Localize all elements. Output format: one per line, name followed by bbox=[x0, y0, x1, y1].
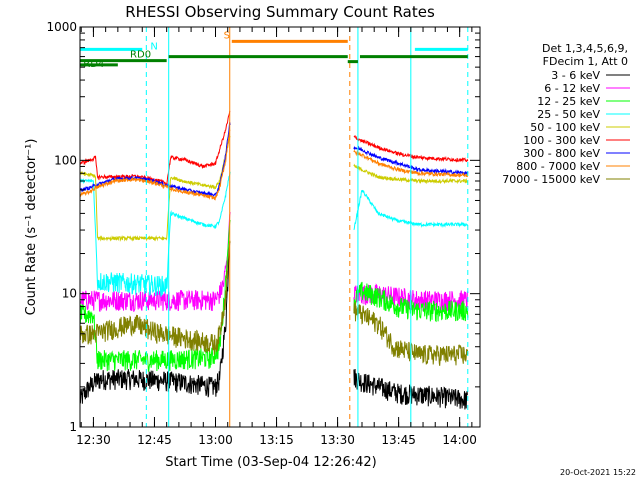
generation-timestamp: 20-Oct-2021 15:22 bbox=[560, 468, 636, 477]
legend-header-2: FDecim 1, Att 0 bbox=[543, 55, 628, 68]
legend-label-6: 100 - 300 keV bbox=[523, 134, 600, 147]
x-tick-label-2: 12:45 bbox=[137, 433, 172, 447]
flag-label-3: RD0 bbox=[130, 50, 151, 61]
chart-title: RHESSI Observing Summary Count Rates bbox=[125, 3, 435, 21]
y-axis-label: Count Rate (s⁻¹ detector⁻¹) bbox=[24, 139, 39, 316]
flag-label-1: N bbox=[150, 41, 157, 52]
y-tick-label-3: 100 bbox=[54, 153, 77, 167]
flag-label-4: RD4 bbox=[83, 59, 104, 70]
legend-label-9: 7000 - 15000 keV bbox=[502, 173, 600, 186]
y-tick-label-1: 1 bbox=[69, 420, 77, 434]
plot-frame bbox=[79, 26, 481, 428]
legend-label-3: 12 - 25 keV bbox=[537, 95, 600, 108]
y-tick-label-2: 10 bbox=[62, 287, 77, 301]
legend: Det 1,3,4,5,6,9,FDecim 1, Att 03 - 6 keV… bbox=[502, 42, 630, 186]
legend-label-7: 300 - 800 keV bbox=[523, 147, 600, 160]
x-tick-label-6: 13:45 bbox=[381, 433, 416, 447]
legend-label-8: 800 - 7000 keV bbox=[516, 160, 600, 173]
x-tick-label-4: 13:15 bbox=[259, 433, 294, 447]
legend-label-1: 3 - 6 keV bbox=[551, 69, 600, 82]
x-tick-label-7: 14:00 bbox=[442, 433, 477, 447]
legend-label-4: 25 - 50 keV bbox=[537, 108, 600, 121]
legend-header-1: Det 1,3,4,5,6,9, bbox=[542, 42, 628, 55]
x-tick-label-5: 13:30 bbox=[320, 433, 355, 447]
x-axis-label: Start Time (03-Sep-04 12:26:42) bbox=[165, 455, 376, 470]
legend-label-2: 6 - 12 keV bbox=[544, 82, 600, 95]
axis-layer: 1 10 100 1000 12:30 12:45 13:00 13:15 13:30 13:45… bbox=[46, 20, 480, 447]
x-tick-label-3: 13:00 bbox=[198, 433, 233, 447]
x-tick-label-1: 12:30 bbox=[76, 433, 111, 447]
legend-label-5: 50 - 100 keV bbox=[530, 121, 600, 134]
flag-label-2: S bbox=[224, 30, 230, 41]
y-tick-label-4: 1000 bbox=[46, 20, 77, 34]
